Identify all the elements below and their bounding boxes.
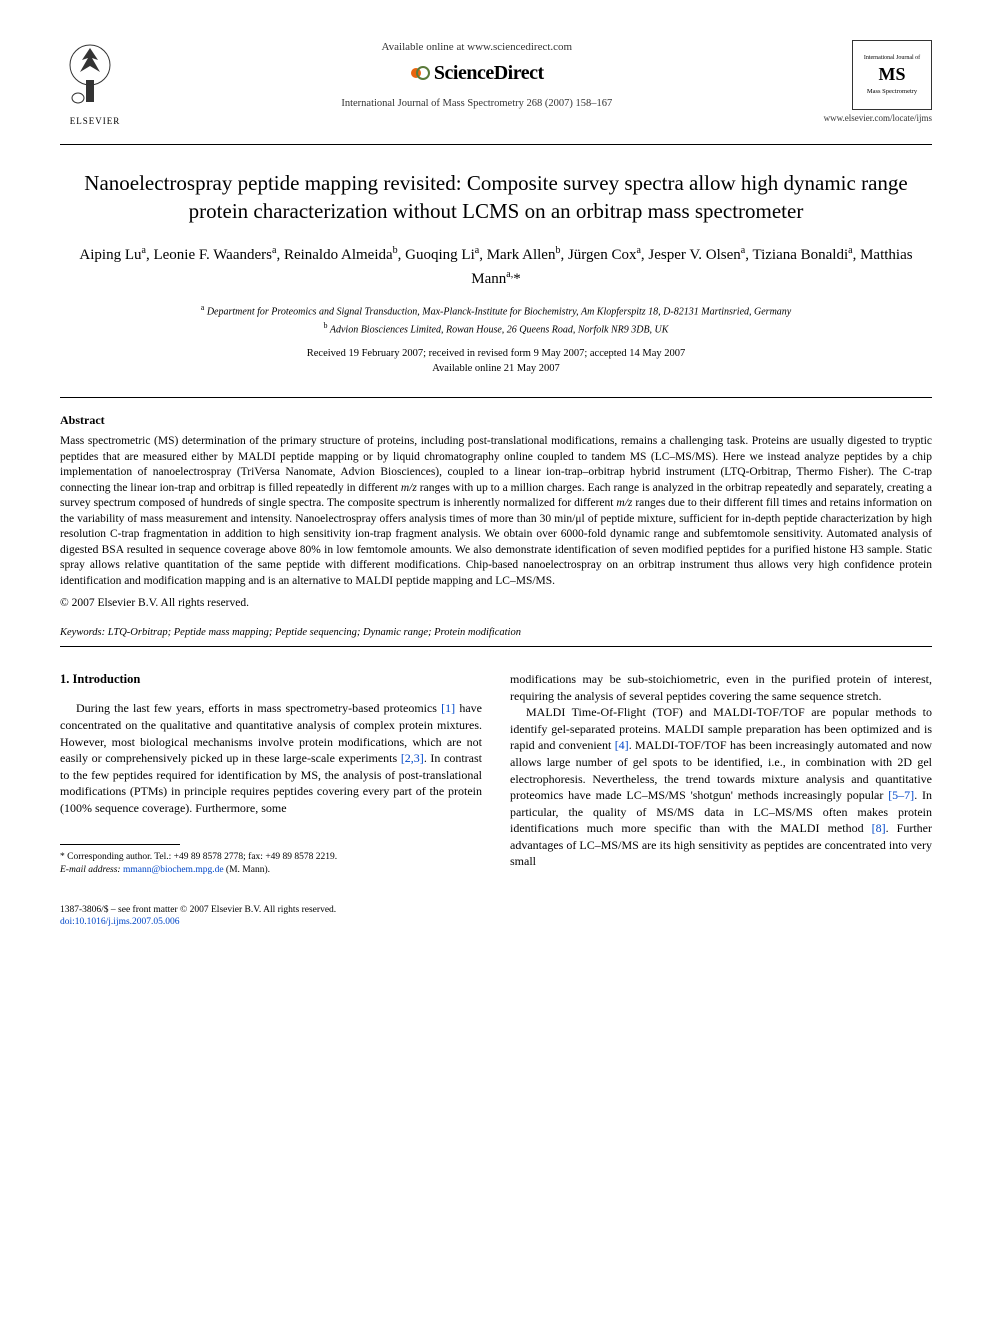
header-rule xyxy=(60,144,932,145)
keywords-rule xyxy=(60,646,932,647)
journal-url: www.elsevier.com/locate/ijms xyxy=(824,112,932,125)
abstract-copyright: © 2007 Elsevier B.V. All rights reserved… xyxy=(60,595,932,611)
intro-paragraph-1: During the last few years, efforts in ma… xyxy=(60,700,482,816)
author-list: Aiping Lua, Leonie F. Waandersa, Reinald… xyxy=(60,243,932,290)
column-left: 1. Introduction During the last few year… xyxy=(60,671,482,928)
ref-link-4[interactable]: [4] xyxy=(615,738,629,752)
footnote-rule xyxy=(60,844,180,845)
journal-logo-bottom: Mass Spectrometry xyxy=(867,87,917,96)
ref-link-8[interactable]: [8] xyxy=(872,821,886,835)
ref-link-2-3[interactable]: [2,3] xyxy=(401,751,424,765)
affiliation-b: b Advion Biosciences Limited, Rowan Hous… xyxy=(60,320,932,337)
affiliations: a Department for Proteomics and Signal T… xyxy=(60,302,932,337)
doi-link[interactable]: doi:10.1016/j.ijms.2007.05.006 xyxy=(60,917,180,927)
dates-received: Received 19 February 2007; received in r… xyxy=(60,347,932,362)
elsevier-tree-icon xyxy=(60,40,120,110)
corresponding-email-line: E-mail address: mmann@biochem.mpg.de (M.… xyxy=(60,864,482,876)
keywords: Keywords: LTQ-Orbitrap; Peptide mass map… xyxy=(60,626,932,641)
affiliation-a: a Department for Proteomics and Signal T… xyxy=(60,302,932,319)
dates-online: Available online 21 May 2007 xyxy=(60,362,932,377)
page-header: ELSEVIER Available online at www.science… xyxy=(60,40,932,128)
keywords-label: Keywords: xyxy=(60,627,105,638)
email-suffix: (M. Mann). xyxy=(226,865,270,875)
intro-paragraph-1-cont: modifications may be sub-stoichiometric,… xyxy=(510,671,932,704)
keywords-list: LTQ-Orbitrap; Peptide mass mapping; Pept… xyxy=(108,627,521,638)
abstract-heading: Abstract xyxy=(60,412,932,429)
intro-heading: 1. Introduction xyxy=(60,671,482,688)
journal-logo-box: International Journal of MS Mass Spectro… xyxy=(852,40,932,110)
abstract-body: Mass spectrometric (MS) determination of… xyxy=(60,434,932,589)
body-columns: 1. Introduction During the last few year… xyxy=(60,671,932,928)
center-header: Available online at www.sciencedirect.co… xyxy=(130,40,824,112)
article-dates: Received 19 February 2007; received in r… xyxy=(60,347,932,376)
column-right: modifications may be sub-stoichiometric,… xyxy=(510,671,932,928)
journal-reference: International Journal of Mass Spectromet… xyxy=(130,97,824,112)
available-online-text: Available online at www.sciencedirect.co… xyxy=(130,40,824,55)
sciencedirect-text: ScienceDirect xyxy=(434,59,544,87)
ref-link-1[interactable]: [1] xyxy=(441,701,455,715)
doi-line: doi:10.1016/j.ijms.2007.05.006 xyxy=(60,916,482,928)
sciencedirect-icon xyxy=(410,63,430,83)
abstract-top-rule xyxy=(60,397,932,398)
journal-logo-top: International Journal of xyxy=(864,54,920,62)
journal-logo-ms: MS xyxy=(879,62,906,87)
footer-info: 1387-3806/$ – see front matter © 2007 El… xyxy=(60,904,482,929)
ref-link-5-7[interactable]: [5–7] xyxy=(888,788,914,802)
email-link[interactable]: mmann@biochem.mpg.de xyxy=(123,865,224,875)
email-label: E-mail address: xyxy=(60,865,121,875)
elsevier-label: ELSEVIER xyxy=(60,115,130,128)
corresponding-footnote: * Corresponding author. Tel.: +49 89 857… xyxy=(60,851,482,876)
sciencedirect-logo: ScienceDirect xyxy=(130,59,824,87)
intro-paragraph-2: MALDI Time-Of-Flight (TOF) and MALDI-TOF… xyxy=(510,704,932,869)
article-title: Nanoelectrospray peptide mapping revisit… xyxy=(60,169,932,226)
issn-line: 1387-3806/$ – see front matter © 2007 El… xyxy=(60,904,482,916)
elsevier-logo: ELSEVIER xyxy=(60,40,130,128)
corresponding-author: * Corresponding author. Tel.: +49 89 857… xyxy=(60,851,482,863)
journal-logo: International Journal of MS Mass Spectro… xyxy=(824,40,932,125)
